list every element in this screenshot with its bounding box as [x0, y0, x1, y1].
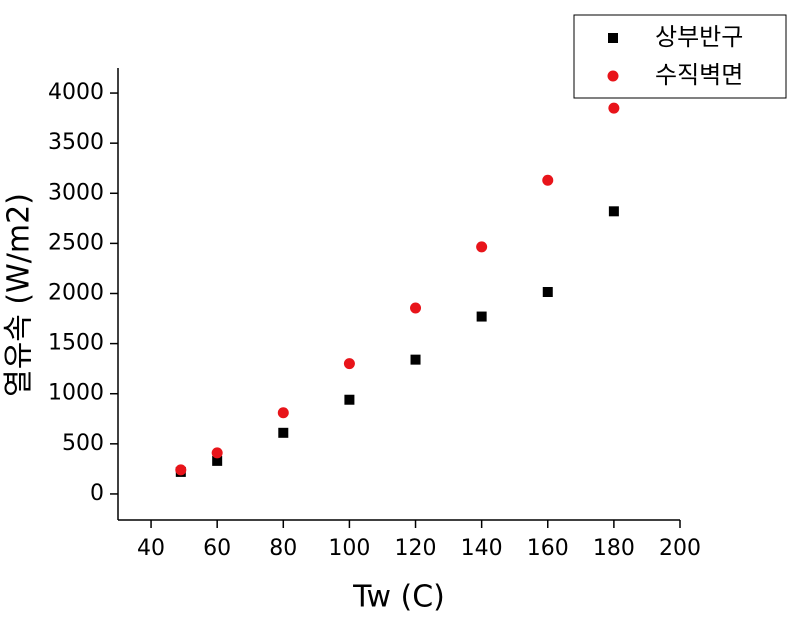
point: [410, 354, 421, 365]
point: [277, 407, 289, 419]
legend-box: [573, 14, 787, 99]
point: [476, 241, 488, 253]
legend-marker: [607, 70, 619, 82]
y-tick-label: 2500: [48, 230, 104, 255]
y-tick-label: 4000: [48, 80, 104, 105]
point: [542, 286, 553, 297]
x-axis-label: Tw (C): [352, 580, 445, 615]
legend-label: 상부반구: [655, 23, 743, 51]
y-tick-label: 3000: [48, 180, 104, 205]
x-tick-label: 60: [203, 536, 231, 561]
x-tick-label: 180: [593, 536, 635, 561]
point: [608, 102, 620, 114]
y-axis-label: 열유속 (W/m2): [2, 193, 37, 397]
legend-label: 수직벽면: [655, 61, 743, 89]
y-tick-label: 1500: [48, 331, 104, 356]
y-tick-label: 500: [62, 431, 104, 456]
x-tick-label: 120: [395, 536, 437, 561]
y-tick-label: 2000: [48, 280, 104, 305]
x-tick-label: 100: [328, 536, 370, 561]
point: [211, 447, 223, 459]
point: [608, 206, 619, 217]
x-tick-label: 40: [137, 536, 165, 561]
point: [344, 394, 355, 405]
y-tick-label: 1000: [48, 381, 104, 406]
x-tick-label: 200: [659, 536, 701, 561]
x-tick-label: 80: [269, 536, 297, 561]
point: [175, 464, 187, 476]
point: [212, 455, 223, 466]
point: [476, 311, 487, 322]
x-tick-label: 160: [527, 536, 569, 561]
point: [410, 302, 422, 314]
point: [542, 174, 554, 186]
x-tick-label: 140: [461, 536, 503, 561]
y-tick-label: 0: [90, 481, 104, 506]
point: [278, 427, 289, 438]
y-tick-label: 3500: [48, 130, 104, 155]
legend-marker: [608, 33, 618, 43]
point: [343, 358, 355, 370]
